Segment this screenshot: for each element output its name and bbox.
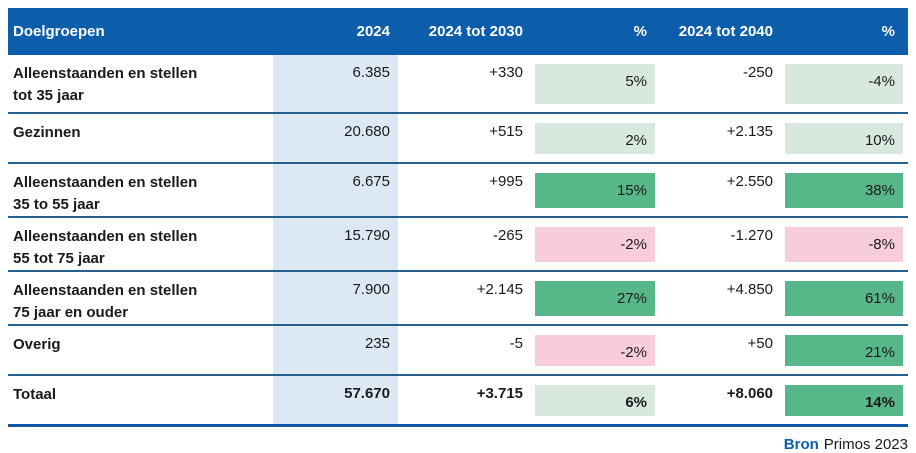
pct-2024-2030: 15% xyxy=(535,173,655,208)
pct-2024-2030: -2% xyxy=(535,335,655,366)
value-2024: 235 xyxy=(273,326,398,374)
table-row: Alleenstaanden en stellen 55 tot 75 jaar … xyxy=(8,216,908,270)
row-label: Alleenstaanden en stellen 55 tot 75 jaar xyxy=(8,218,273,270)
table-body: Alleenstaanden en stellen tot 35 jaar 6.3… xyxy=(8,55,908,424)
pct-cell-2030: 2% xyxy=(528,114,655,162)
pct-2024-2040: -8% xyxy=(785,227,903,262)
delta-2024-2040: +4.850 xyxy=(726,281,773,298)
pct-2024-2030: 2% xyxy=(535,123,655,154)
table-row: Alleenstaanden en stellen 75 jaar en oude… xyxy=(8,270,908,324)
delta-2024-2040: -250 xyxy=(742,64,773,81)
delta-2024-2040: -1.270 xyxy=(730,227,773,244)
pct-2024-2040: 14% xyxy=(785,385,903,416)
row-label: Overig xyxy=(8,326,273,374)
delta-2024-2030: +995 xyxy=(489,173,523,190)
column-header-pct-2030: % xyxy=(633,23,647,40)
table-row: Gezinnen 20.680 +515 2% +2.135 10% xyxy=(8,112,908,162)
value-2024: 15.790 xyxy=(273,218,398,270)
source-note: Bron Primos 2023 xyxy=(8,436,908,453)
delta-2024-2040: +8.060 xyxy=(726,385,773,402)
delta-2024-2030: +3.715 xyxy=(476,385,523,402)
value-2024: 20.680 xyxy=(273,114,398,162)
row-label-line2: 55 tot 75 jaar xyxy=(13,250,105,267)
row-label-line2: 35 to 55 jaar xyxy=(13,196,100,213)
row-label-line2: tot 35 jaar xyxy=(13,87,84,104)
delta-2024-2030: -265 xyxy=(492,227,523,244)
pct-cell-2030: 6% xyxy=(528,376,655,424)
pct-cell-2040: 10% xyxy=(778,114,903,162)
doelgroepen-table: Doelgroepen 2024 2024 tot 2030 % 2024 to… xyxy=(8,8,908,427)
pct-2024-2040: 21% xyxy=(785,335,903,366)
pct-2024-2040: 38% xyxy=(785,173,903,208)
table-row: Alleenstaanden en stellen tot 35 jaar 6.3… xyxy=(8,55,908,112)
value-2024: 6.675 xyxy=(273,164,398,216)
pct-2024-2030: -2% xyxy=(535,227,655,262)
row-label-line1: Alleenstaanden en stellen xyxy=(13,228,198,245)
row-label: Alleenstaanden en stellen 75 jaar en oude… xyxy=(8,272,273,324)
table-row: Overig 235 -5 -2% +50 21% xyxy=(8,324,908,374)
delta-2024-2040: +50 xyxy=(747,335,773,352)
row-label: Alleenstaanden en stellen 35 to 55 jaar xyxy=(8,164,273,216)
delta-2024-2030: +2.145 xyxy=(476,281,523,298)
column-header-2024-tot-2030: 2024 tot 2030 xyxy=(428,23,523,40)
pct-cell-2030: -2% xyxy=(528,218,655,270)
pct-cell-2040: 21% xyxy=(778,326,903,374)
pct-cell-2030: 5% xyxy=(528,55,655,112)
delta-2024-2030: +330 xyxy=(489,64,523,81)
column-header-doelgroepen: Doelgroepen xyxy=(13,23,105,40)
delta-2024-2030: -5 xyxy=(509,335,523,352)
row-label-line1: Alleenstaanden en stellen xyxy=(13,282,198,299)
pct-2024-2030: 6% xyxy=(535,385,655,416)
row-label-line1: Gezinnen xyxy=(13,124,81,141)
pct-2024-2040: -4% xyxy=(785,64,903,104)
column-header-2024: 2024 xyxy=(356,23,390,40)
pct-2024-2040: 61% xyxy=(785,281,903,316)
source-value: Primos 2023 xyxy=(823,436,908,453)
column-header-2024-tot-2040: 2024 tot 2040 xyxy=(678,23,773,40)
pct-cell-2030: -2% xyxy=(528,326,655,374)
pct-cell-2040: 14% xyxy=(778,376,903,424)
row-label: Totaal xyxy=(8,376,273,424)
row-label-line1: Alleenstaanden en stellen xyxy=(13,174,198,191)
column-header-pct-2040: % xyxy=(881,23,895,40)
pct-cell-2040: -4% xyxy=(778,55,903,112)
pct-cell-2040: -8% xyxy=(778,218,903,270)
pct-cell-2030: 15% xyxy=(528,164,655,216)
value-2024: 57.670 xyxy=(273,376,398,424)
delta-2024-2040: +2.550 xyxy=(726,173,773,190)
table-row: Totaal 57.670 +3.715 6% +8.060 14% xyxy=(8,374,908,424)
row-label: Gezinnen xyxy=(8,114,273,162)
pct-2024-2040: 10% xyxy=(785,123,903,154)
row-label: Alleenstaanden en stellen tot 35 jaar xyxy=(8,55,273,112)
row-label-line2: 75 jaar en ouder xyxy=(13,304,129,321)
delta-2024-2030: +515 xyxy=(489,123,523,140)
pct-cell-2040: 38% xyxy=(778,164,903,216)
row-label-line1: Totaal xyxy=(13,386,57,403)
delta-2024-2040: +2.135 xyxy=(726,123,773,140)
source-label: Bron xyxy=(783,436,819,453)
pct-2024-2030: 5% xyxy=(535,64,655,104)
table-header-row: Doelgroepen 2024 2024 tot 2030 % 2024 to… xyxy=(8,8,908,55)
row-label-line1: Overig xyxy=(13,336,61,353)
value-2024: 6.385 xyxy=(273,55,398,112)
row-label-line1: Alleenstaanden en stellen xyxy=(13,65,198,82)
pct-cell-2040: 61% xyxy=(778,272,903,324)
value-2024: 7.900 xyxy=(273,272,398,324)
pct-2024-2030: 27% xyxy=(535,281,655,316)
pct-cell-2030: 27% xyxy=(528,272,655,324)
table-row: Alleenstaanden en stellen 35 to 55 jaar 6… xyxy=(8,162,908,216)
